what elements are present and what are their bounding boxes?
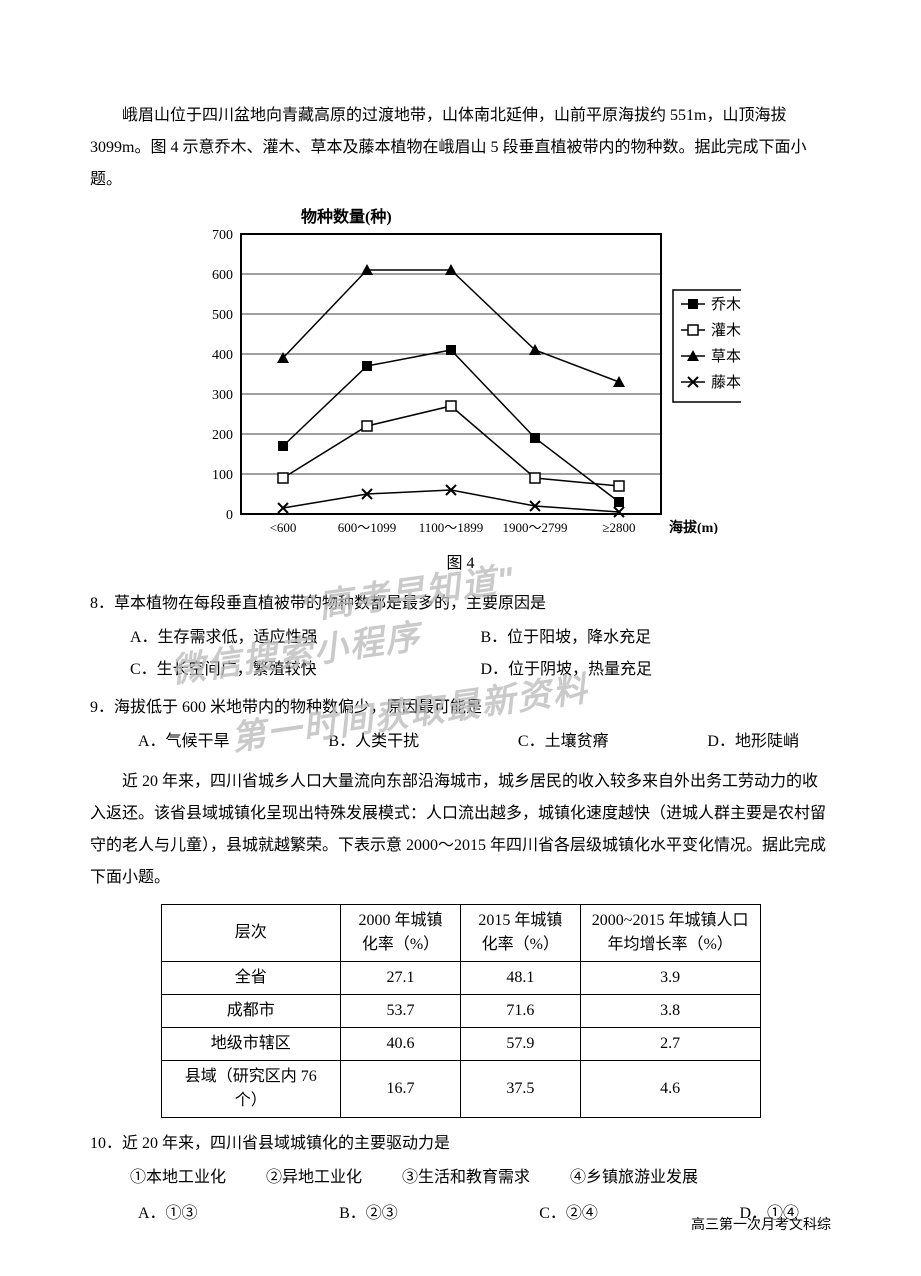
table-cell: 27.1 — [341, 962, 461, 995]
table-cell: 全省 — [161, 962, 341, 995]
option-b: B．人类干扰 — [328, 726, 419, 758]
svg-text:600: 600 — [212, 268, 233, 283]
passage-text: 峨眉山位于四川盆地向青藏高原的过渡地带，山体南北延伸，山前平原海拔约 551m，… — [90, 100, 831, 196]
table-row: 地级市辖区40.657.92.7 — [161, 1028, 760, 1061]
chart-caption: 图 4 — [90, 548, 831, 580]
q10-items: ①本地工业化 ②异地工业化 ③生活和教育需求 ④乡镇旅游业发展 — [90, 1162, 831, 1194]
table-cell: 53.7 — [341, 995, 461, 1028]
option-d: D．地形陡峭 — [707, 726, 799, 758]
question-stem: 近 20 年来，四川省县域城镇化的主要驱动力是 — [122, 1135, 450, 1152]
svg-text:200: 200 — [212, 428, 233, 443]
option-c: C．②④ — [539, 1198, 598, 1230]
table-cell: 成都市 — [161, 995, 341, 1028]
table-cell: 2.7 — [580, 1028, 760, 1061]
table-header: 2000 年城镇化率（%） — [341, 905, 461, 962]
table-cell: 3.8 — [580, 995, 760, 1028]
question-number: 8． — [90, 595, 114, 612]
option-c: C．生长空间广，繁殖较快 — [130, 654, 481, 686]
option-c: C．土壤贫瘠 — [518, 726, 609, 758]
q8-options: A．生存需求低，适应性强 B．位于阳坡，降水充足 C．生长空间广，繁殖较快 D．… — [90, 622, 831, 686]
table-header: 2015 年城镇化率（%） — [460, 905, 580, 962]
passage-text: 近 20 年来，四川省城乡人口大量流向东部沿海城市，城乡居民的收入较多来自外出务… — [90, 766, 831, 894]
svg-text:1100～1899: 1100～1899 — [418, 520, 483, 534]
item-4: ④乡镇旅游业发展 — [570, 1162, 698, 1194]
question-stem: 草本植物在每段垂直植被带的物种数都是最多的，主要原因是 — [114, 595, 546, 612]
table-cell: 4.6 — [580, 1061, 760, 1118]
table-cell: 71.6 — [460, 995, 580, 1028]
species-chart: 物种数量(种) 0 100 200 300 400 500 600 700 <600 600～109… — [181, 204, 741, 546]
table-row: 成都市53.771.63.8 — [161, 995, 760, 1028]
question-9: 9．海拔低于 600 米地带内的物种数偏少，原因最可能是 — [90, 692, 831, 724]
svg-text:藤本: 藤本 — [711, 374, 741, 391]
table-cell: 37.5 — [460, 1061, 580, 1118]
svg-text:<600: <600 — [269, 520, 296, 534]
option-b: B．位于阳坡，降水充足 — [481, 622, 832, 654]
table-header: 层次 — [161, 905, 341, 962]
svg-text:600～1099: 600～1099 — [337, 520, 396, 534]
option-b: B．②③ — [339, 1198, 398, 1230]
table-cell: 地级市辖区 — [161, 1028, 341, 1061]
table-cell: 57.9 — [460, 1028, 580, 1061]
option-a: A．生存需求低，适应性强 — [130, 622, 481, 654]
svg-text:1900～2799: 1900～2799 — [502, 520, 567, 534]
table-row: 县域（研究区内 76 个）16.737.54.6 — [161, 1061, 760, 1118]
svg-text:400: 400 — [212, 348, 233, 363]
svg-text:300: 300 — [212, 388, 233, 403]
svg-text:700: 700 — [212, 228, 233, 243]
option-a: A．①③ — [138, 1198, 198, 1230]
question-10: 10．近 20 年来，四川省县域城镇化的主要驱动力是 — [90, 1128, 831, 1160]
svg-text:≥2800: ≥2800 — [602, 520, 635, 534]
option-d: D．位于阴坡，热量充足 — [481, 654, 832, 686]
item-3: ③生活和教育需求 — [402, 1162, 530, 1194]
table-header: 2000~2015 年城镇人口年均增长率（%） — [580, 905, 760, 962]
question-stem: 海拔低于 600 米地带内的物种数偏少，原因最可能是 — [114, 699, 482, 716]
svg-text:0: 0 — [226, 508, 233, 523]
page-footer: 高三第一次月考文科综 — [691, 1212, 831, 1240]
question-number: 9． — [90, 699, 114, 716]
question-8: 8．草本植物在每段垂直植被带的物种数都是最多的，主要原因是 — [90, 588, 831, 620]
item-2: ②异地工业化 — [266, 1162, 362, 1194]
option-a: A．气候干旱 — [138, 726, 230, 758]
table-cell: 县域（研究区内 76 个） — [161, 1061, 341, 1118]
chart-svg: 物种数量(种) 0 100 200 300 400 500 600 700 <600 600～109… — [181, 204, 741, 534]
svg-text:乔木: 乔木 — [711, 296, 741, 313]
table-cell: 3.9 — [580, 962, 760, 995]
table-cell: 40.6 — [341, 1028, 461, 1061]
question-number: 10． — [90, 1135, 122, 1152]
svg-text:海拔(m): 海拔(m) — [669, 519, 718, 534]
svg-text:灌木: 灌木 — [711, 322, 741, 339]
svg-text:物种数量(种): 物种数量(种) — [301, 207, 392, 226]
urbanization-table: 层次2000 年城镇化率（%）2015 年城镇化率（%）2000~2015 年城… — [161, 904, 761, 1118]
table-row: 全省27.148.13.9 — [161, 962, 760, 995]
svg-text:100: 100 — [212, 468, 233, 483]
svg-text:草本: 草本 — [711, 348, 741, 365]
item-1: ①本地工业化 — [130, 1162, 226, 1194]
q9-options: A．气候干旱 B．人类干扰 C．土壤贫瘠 D．地形陡峭 — [90, 726, 831, 758]
table-cell: 16.7 — [341, 1061, 461, 1118]
table-cell: 48.1 — [460, 962, 580, 995]
chart-container: 物种数量(种) 0 100 200 300 400 500 600 700 <600 600～109… — [90, 204, 831, 546]
svg-text:500: 500 — [212, 308, 233, 323]
